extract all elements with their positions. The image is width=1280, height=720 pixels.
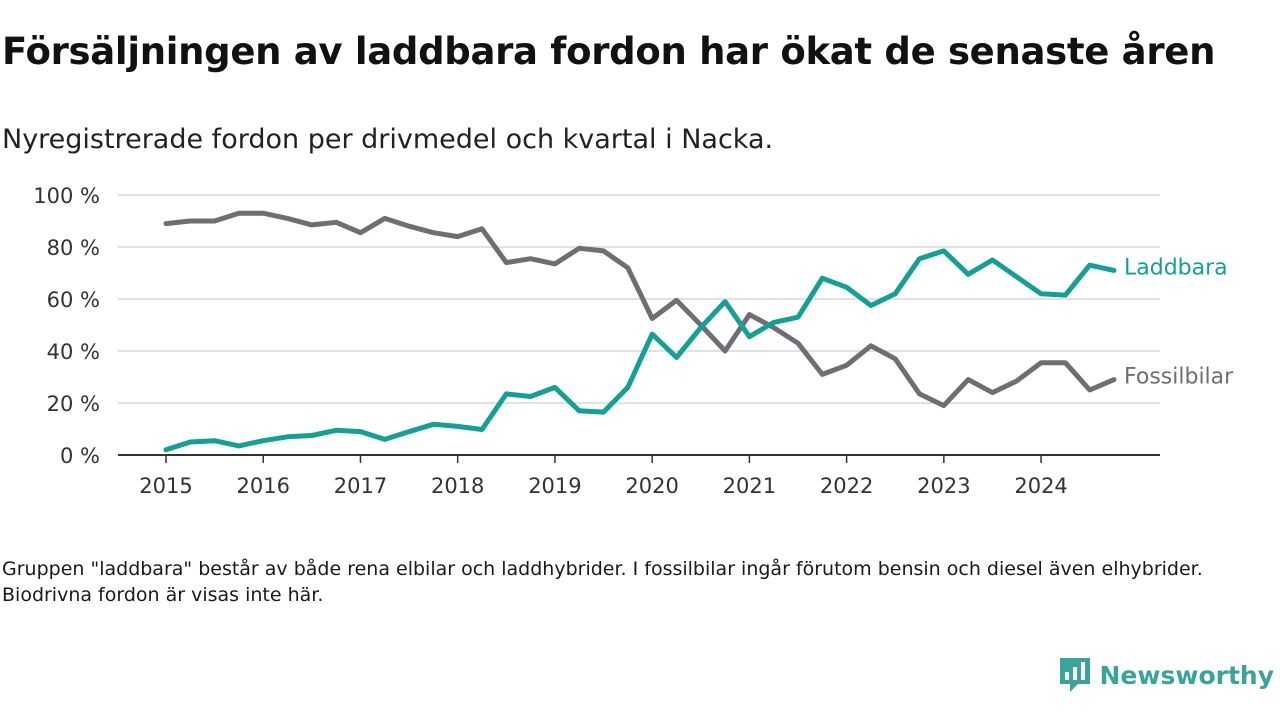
- x-tick-label: 2015: [139, 474, 192, 498]
- newsworthy-logo: Newsworthy: [1058, 656, 1275, 694]
- y-tick-label: 40 %: [47, 340, 100, 364]
- y-tick-label: 100 %: [33, 184, 100, 208]
- y-tick-label: 20 %: [47, 392, 100, 416]
- series-line-fossilbilar: [163, 210, 1117, 409]
- y-tick-label: 60 %: [47, 288, 100, 312]
- footnote: Gruppen "laddbara" består av både rena e…: [2, 558, 1203, 606]
- x-tick-label: 2017: [334, 474, 387, 498]
- y-tick-label: 80 %: [47, 236, 100, 260]
- chart-title: Försäljningen av laddbara fordon har öka…: [2, 30, 1216, 73]
- series-line-laddbara: [163, 248, 1117, 453]
- x-tick-label: 2022: [820, 474, 873, 498]
- x-tick-label: 2021: [723, 474, 776, 498]
- newsworthy-logo-icon: [1059, 658, 1090, 692]
- series-label-fossilbilar: Fossilbilar: [1124, 365, 1234, 390]
- x-tick-label: 2016: [237, 474, 290, 498]
- series-label-laddbara: Laddbara: [1124, 255, 1228, 280]
- line-chart: 0 % 20 % 40 % 60 % 80 % 100 % 2015 2016 2017 2018…: [33, 184, 1234, 498]
- y-tick-label: 0 %: [60, 444, 100, 468]
- x-tick-label: 2023: [917, 474, 970, 498]
- x-tick-label: 2019: [528, 474, 581, 498]
- logo-text: Newsworthy: [1099, 660, 1275, 690]
- x-tick-label: 2018: [431, 474, 484, 498]
- chart-subtitle: Nyregistrerade fordon per drivmedel och …: [2, 124, 774, 155]
- x-tick-label: 2024: [1014, 474, 1067, 498]
- x-tick-label: 2020: [625, 474, 678, 498]
